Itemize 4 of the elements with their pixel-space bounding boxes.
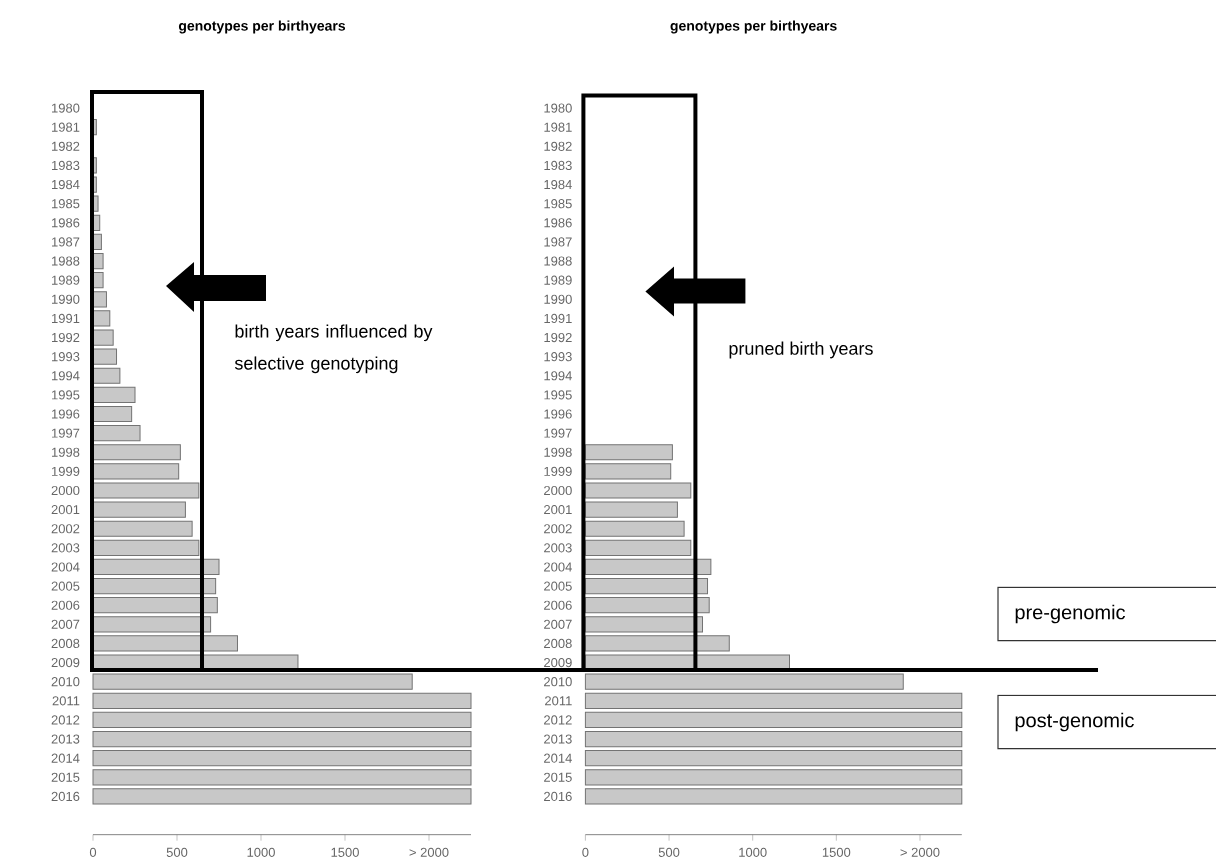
text: post-genomic	[1015, 712, 1134, 732]
text: pre-genomic	[1015, 604, 1126, 624]
annotation: pruned birth years	[729, 341, 873, 359]
annotation: birth years influenced by selective genotyping	[234, 324, 433, 374]
